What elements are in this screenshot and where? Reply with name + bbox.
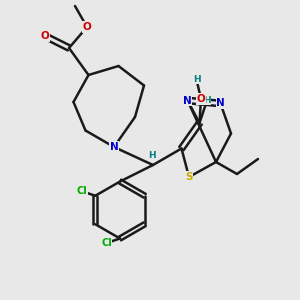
Text: N: N — [110, 142, 118, 152]
Text: Cl: Cl — [76, 186, 87, 196]
Text: O: O — [196, 94, 206, 104]
Text: O: O — [40, 31, 50, 41]
Text: H: H — [203, 96, 211, 105]
Text: Cl: Cl — [101, 238, 112, 248]
Text: O: O — [82, 22, 91, 32]
Text: S: S — [185, 172, 193, 182]
Text: H: H — [148, 152, 155, 160]
Text: N: N — [216, 98, 225, 109]
Text: H: H — [193, 75, 200, 84]
Text: N: N — [183, 95, 192, 106]
